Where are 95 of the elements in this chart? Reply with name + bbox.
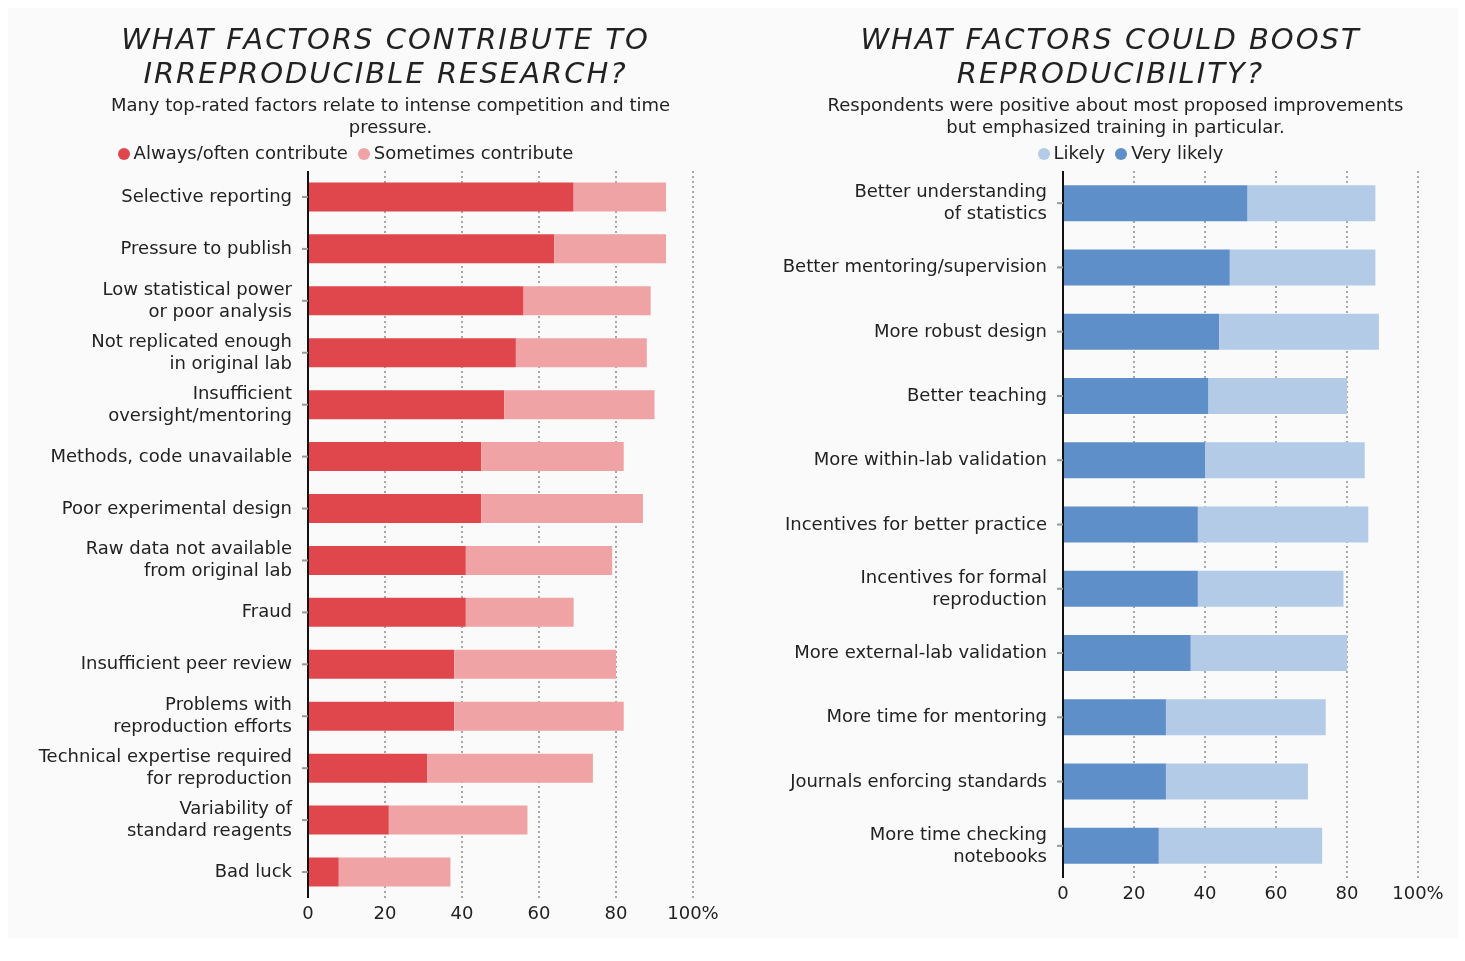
bar bbox=[1208, 377, 1347, 414]
y-tick-label: Bad luck bbox=[214, 860, 293, 882]
bar bbox=[1158, 827, 1323, 864]
y-tick-label: Better mentoring/supervision bbox=[782, 255, 1047, 277]
y-tick-label: Selective reporting bbox=[121, 184, 292, 206]
bar bbox=[308, 701, 455, 731]
x-tick-label: 100% bbox=[1392, 881, 1444, 903]
bar bbox=[523, 286, 651, 316]
y-tick-label: More external-lab validation bbox=[794, 641, 1047, 663]
y-tick-label: Low statistical power or poor analysis bbox=[102, 277, 293, 321]
x-tick-label: 20 bbox=[373, 901, 397, 923]
x-tick-label: 40 bbox=[1193, 881, 1217, 903]
bar bbox=[1063, 763, 1166, 800]
bar bbox=[308, 182, 574, 212]
bar bbox=[388, 805, 528, 835]
bar bbox=[465, 597, 574, 627]
x-tick-label: 80 bbox=[1335, 881, 1359, 903]
bar bbox=[573, 182, 667, 212]
bar bbox=[308, 338, 516, 368]
y-tick-label: Journals enforcing standards bbox=[789, 769, 1047, 791]
y-tick-label: More time checking notebooks bbox=[869, 822, 1047, 866]
bar bbox=[515, 338, 647, 368]
bar bbox=[1063, 442, 1205, 479]
bar bbox=[1229, 249, 1376, 286]
bar bbox=[1197, 506, 1369, 543]
bar bbox=[1165, 763, 1308, 800]
x-tick-label: 20 bbox=[1122, 881, 1146, 903]
x-tick-label: 0 bbox=[302, 901, 314, 923]
x-tick-label: 80 bbox=[604, 901, 628, 923]
y-tick-label: Incentives for better practice bbox=[784, 512, 1047, 534]
bar bbox=[1063, 827, 1159, 864]
bar bbox=[308, 390, 505, 420]
bar bbox=[1063, 313, 1220, 350]
legend-label: Always/often contribute bbox=[133, 142, 348, 163]
bar bbox=[1219, 313, 1379, 350]
y-tick-label: Not replicated enough in original lab bbox=[91, 329, 292, 373]
bar bbox=[481, 494, 643, 523]
y-tick-label: Incentives for formal reproduction bbox=[860, 565, 1047, 609]
x-tick-label: 60 bbox=[1264, 881, 1288, 903]
chart-subtitle: Many top-rated factors relate to intense competition and time pressure. bbox=[109, 94, 672, 138]
y-tick-label: Better understanding of statistics bbox=[854, 180, 1047, 224]
legend-label: Very likely bbox=[1131, 142, 1224, 163]
y-tick-label: Poor experimental design bbox=[61, 496, 292, 518]
bar bbox=[1190, 635, 1347, 672]
bar bbox=[1197, 570, 1344, 607]
y-tick-label: Variability of standard reagents bbox=[126, 797, 293, 841]
y-tick-label: More time for mentoring bbox=[826, 705, 1047, 727]
bar bbox=[308, 857, 339, 887]
x-tick-label: 60 bbox=[527, 901, 551, 923]
y-tick-label: Insufficient peer review bbox=[80, 652, 292, 674]
bar bbox=[1063, 377, 1209, 414]
y-tick-label: More robust design bbox=[873, 319, 1047, 341]
bar bbox=[308, 286, 524, 316]
bar bbox=[308, 753, 428, 783]
bar bbox=[1063, 635, 1191, 672]
bar bbox=[308, 494, 482, 523]
bar bbox=[308, 597, 466, 627]
bar bbox=[554, 234, 667, 264]
bar bbox=[308, 234, 555, 264]
bar bbox=[1063, 185, 1248, 222]
bar bbox=[454, 701, 624, 731]
y-tick-label: Pressure to publish bbox=[120, 236, 292, 258]
bar bbox=[504, 390, 655, 420]
x-tick-label: 40 bbox=[450, 901, 474, 923]
legend-label: Sometimes contribute bbox=[373, 142, 574, 163]
y-tick-label: More within-lab validation bbox=[813, 448, 1047, 470]
bar bbox=[1205, 442, 1365, 479]
bar bbox=[1063, 506, 1198, 543]
y-tick-label: Raw data not available from original lab bbox=[85, 537, 292, 581]
bar bbox=[481, 442, 624, 472]
bar bbox=[338, 857, 451, 887]
bar bbox=[308, 545, 466, 575]
bar bbox=[308, 442, 482, 472]
bar bbox=[454, 649, 616, 679]
y-tick-label: Insufficient oversight/mentoring bbox=[108, 381, 292, 425]
chart-subtitle: Respondents were positive about most proposed improvements but emphasized training in particular. bbox=[826, 94, 1405, 138]
bar bbox=[308, 805, 389, 835]
y-tick-label: Methods, code unavailable bbox=[50, 444, 292, 466]
bar bbox=[1063, 249, 1230, 286]
chart-title: WHAT FACTORS CONTRIBUTE TO IRREPRODUCIBLE RESEARCH? bbox=[120, 21, 651, 92]
bar bbox=[465, 545, 613, 575]
y-tick-label: Problems with reproduction efforts bbox=[113, 693, 292, 737]
x-tick-label: 0 bbox=[1057, 881, 1069, 903]
bar bbox=[1247, 185, 1376, 222]
x-tick-label: 100% bbox=[667, 901, 719, 923]
y-tick-label: Technical expertise required for reproduction bbox=[37, 745, 292, 789]
bar bbox=[308, 649, 455, 679]
bar bbox=[427, 753, 593, 783]
y-tick-label: Better teaching bbox=[906, 383, 1047, 405]
bar bbox=[1063, 699, 1166, 736]
legend-label: Likely bbox=[1053, 142, 1106, 163]
bar bbox=[1063, 570, 1198, 607]
y-tick-label: Fraud bbox=[241, 600, 292, 622]
bar bbox=[1165, 699, 1326, 736]
chart-title: WHAT FACTORS COULD BOOST REPRODUCIBILITY? bbox=[859, 21, 1362, 92]
